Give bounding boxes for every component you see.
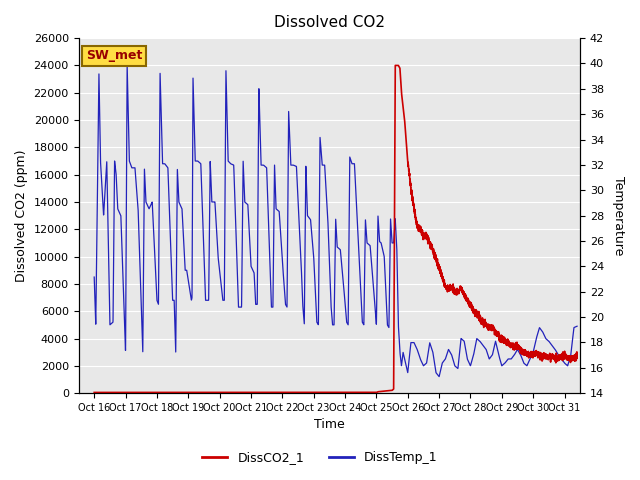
X-axis label: Time: Time [314, 419, 345, 432]
Y-axis label: Temperature: Temperature [612, 176, 625, 255]
Title: Dissolved CO2: Dissolved CO2 [274, 15, 385, 30]
Text: SW_met: SW_met [86, 49, 143, 62]
Y-axis label: Dissolved CO2 (ppm): Dissolved CO2 (ppm) [15, 149, 28, 282]
Legend: DissCO2_1, DissTemp_1: DissCO2_1, DissTemp_1 [197, 446, 443, 469]
